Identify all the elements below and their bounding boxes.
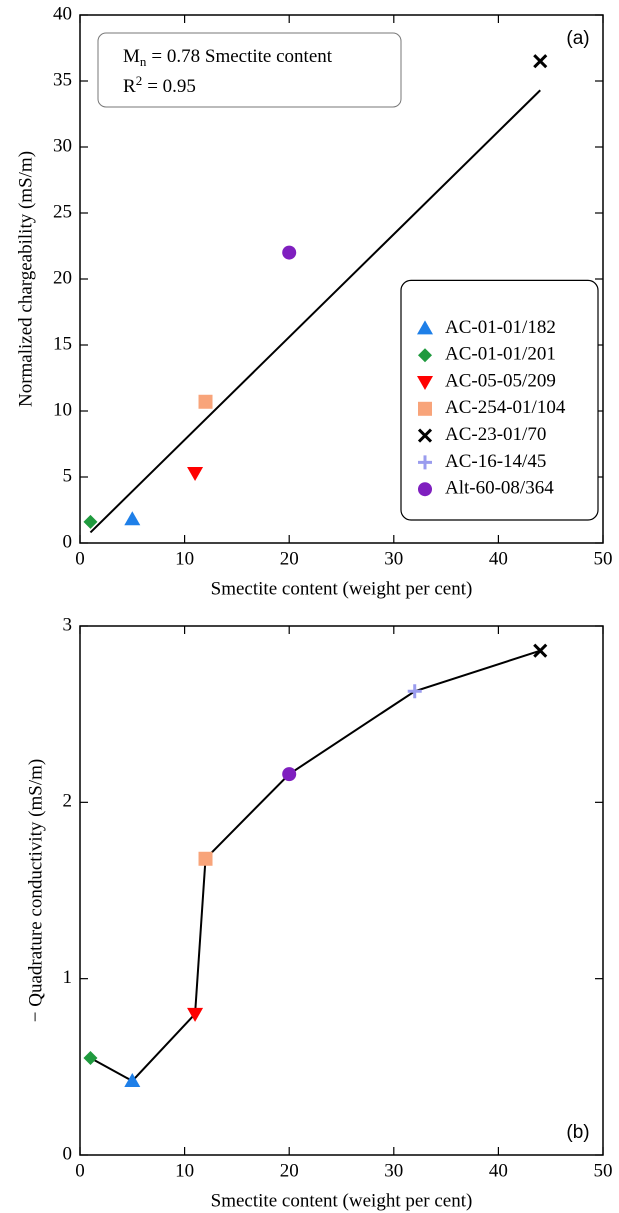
y-axis-label: − Quadrature conductivity (mS/m) (25, 759, 46, 1022)
panel-label: (b) (566, 1122, 589, 1143)
x-tick-label: 0 (75, 548, 85, 569)
x-tick-label: 40 (489, 548, 508, 569)
y-tick-label: 2 (63, 791, 73, 812)
legend-marker (418, 482, 432, 497)
x-tick-label: 50 (594, 548, 613, 569)
marker (187, 1007, 204, 1022)
marker (533, 643, 548, 658)
x-tick-label: 50 (594, 1160, 613, 1181)
legend-marker (418, 455, 432, 470)
marker (83, 1051, 98, 1066)
x-tick-label: 10 (175, 548, 194, 569)
r2-superscript: 2 (136, 73, 143, 88)
r2-text: = 0.95 (147, 76, 196, 97)
annotation-box (97, 32, 402, 108)
y-tick-label: 5 (63, 465, 73, 486)
panel-label: (a) (566, 28, 589, 49)
equation-subscript: n (140, 54, 147, 69)
legend-label: Alt-60-08/364 (445, 478, 554, 499)
marker (124, 1072, 141, 1087)
x-tick-label: 30 (384, 1160, 403, 1181)
y-tick-label: 0 (63, 1143, 73, 1164)
marker (83, 514, 98, 529)
marker (187, 467, 204, 482)
x-tick-label: 40 (489, 1160, 508, 1181)
x-axis-label: Smectite content (weight per cent) (211, 1190, 473, 1211)
x-tick-label: 20 (280, 548, 299, 569)
equation-text: = 0.78 Smectite content (151, 46, 332, 67)
legend-label: AC-16-14/45 (445, 451, 546, 472)
y-tick-label: 40 (53, 3, 72, 24)
plot-frame (79, 625, 604, 1156)
y-tick-label: 0 (63, 531, 73, 552)
x-axis-label: Smectite content (weight per cent) (211, 578, 473, 599)
legend-marker (417, 376, 433, 390)
y-tick-label: 30 (53, 135, 72, 156)
x-tick-label: 0 (75, 1160, 85, 1181)
legend-marker (418, 401, 432, 416)
y-tick-label: 1 (63, 967, 73, 988)
y-tick-label: 25 (53, 201, 72, 222)
x-tick-label: 10 (175, 1160, 194, 1181)
fit-line (89, 89, 541, 534)
marker (282, 245, 297, 260)
legend-label: AC-254-01/104 (445, 397, 566, 418)
legend-marker (417, 320, 433, 335)
equation: Mn = 0.78 Smectite content (123, 46, 333, 69)
r-squared: R2 = 0.95 (123, 73, 196, 97)
legend-marker (417, 428, 433, 443)
y-tick-label: 20 (53, 267, 72, 288)
marker (282, 767, 297, 782)
y-tick-label: 3 (63, 614, 73, 635)
legend-marker (418, 348, 432, 363)
y-axis-label: Normalized chargeability (mS/m) (15, 151, 36, 407)
marker (533, 54, 548, 69)
legend-label: AC-01-01/201 (445, 344, 556, 365)
y-tick-label: 10 (53, 399, 72, 420)
y-tick-label: 35 (53, 69, 72, 90)
y-tick-label: 15 (53, 333, 72, 354)
legend-label: AC-01-01/182 (445, 317, 556, 338)
marker (407, 684, 422, 699)
marker (198, 394, 213, 409)
r2-symbol: R (123, 76, 136, 97)
marker (124, 511, 141, 526)
marker (198, 851, 213, 866)
legend-box (400, 279, 599, 521)
data-line (89, 649, 541, 1083)
legend-label: AC-05-05/209 (445, 370, 556, 391)
legend-label: AC-23-01/70 (445, 424, 546, 445)
x-tick-label: 20 (280, 1160, 299, 1181)
x-tick-label: 30 (384, 548, 403, 569)
equation-symbol: M (123, 46, 140, 67)
